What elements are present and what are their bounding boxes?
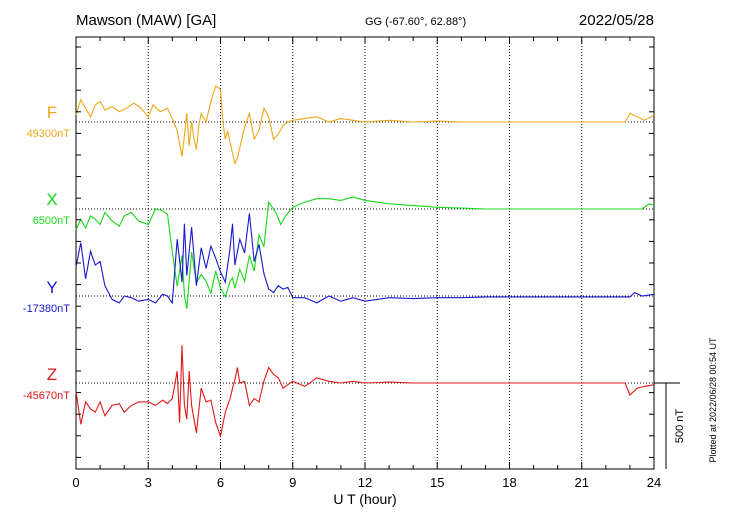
series-f-name: F [47, 103, 57, 122]
x-tick-label-24: 24 [647, 475, 661, 490]
x-tick-label-15: 15 [430, 475, 444, 490]
station-title: Mawson (MAW) [GA] [76, 12, 216, 29]
series-x-baseline-label: 6500nT [33, 215, 71, 227]
component-labels: F 49300nT X 6500nT Y -17380nT Z -45670nT [23, 103, 70, 402]
x-tick-label-18: 18 [502, 475, 516, 490]
date-label: 2022/05/28 [579, 12, 654, 29]
scale-bar: 500 nT [654, 382, 686, 469]
series-z-name: Z [47, 365, 57, 384]
component-traces [75, 85, 655, 439]
series-y-line [75, 213, 655, 305]
x-tick-label-0: 0 [72, 475, 79, 490]
x-axis-label: U T (hour) [333, 491, 396, 507]
time-gridlines [147, 37, 583, 469]
x-tick-label-6: 6 [217, 475, 224, 490]
series-z-line [75, 345, 655, 439]
x-tick-label-12: 12 [358, 475, 372, 490]
coordinates-label: GG (-67.60°, 62.88°) [365, 16, 466, 28]
x-tick-label-9: 9 [289, 475, 296, 490]
series-f-line [75, 85, 655, 165]
series-f-baseline-label: 49300nT [27, 128, 71, 140]
series-x-line [75, 196, 655, 309]
series-y-name: Y [46, 278, 57, 297]
plotted-timestamp: Plotted at 2022/06/28 00:54 UT [708, 337, 718, 463]
scale-bar-label: 500 nT [674, 409, 686, 444]
x-tick-label-21: 21 [575, 475, 589, 490]
series-y-baseline-label: -17380nT [23, 303, 70, 315]
series-x-name: X [46, 190, 57, 209]
series-z-baseline-label: -45670nT [23, 390, 70, 402]
axis-ticks: 0 3 6 9 12 15 18 21 24 [72, 37, 661, 490]
x-tick-label-3: 3 [145, 475, 152, 490]
